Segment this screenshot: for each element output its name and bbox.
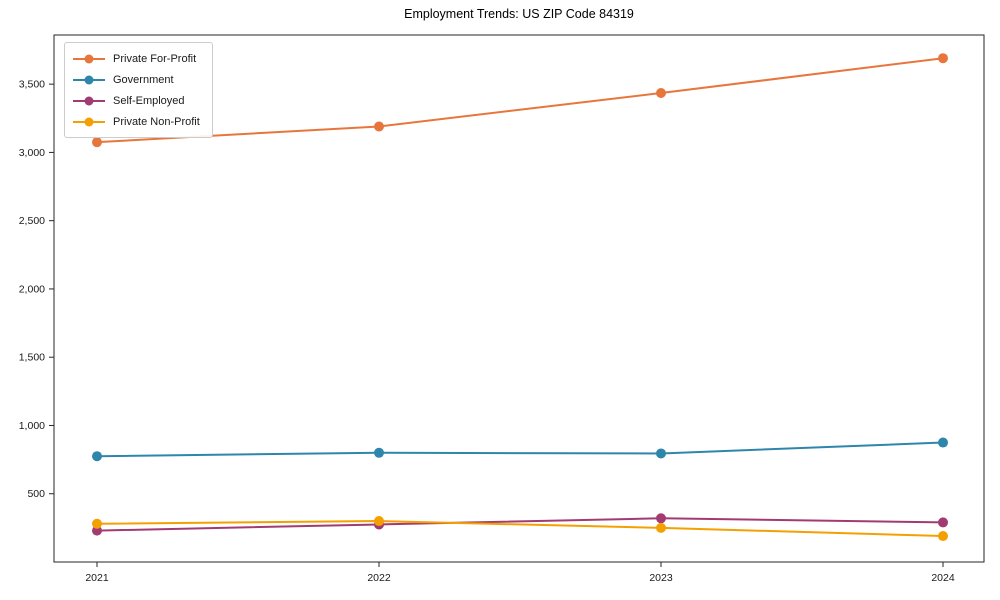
legend-label: Government	[113, 73, 174, 86]
legend-marker-icon	[73, 54, 105, 63]
y-axis-tick-label: 1,000	[19, 420, 45, 432]
data-point-self-employed-2023	[656, 513, 666, 524]
x-axis-tick-label: 2021	[85, 572, 109, 584]
data-point-private-non-profit-2021	[92, 518, 102, 529]
series-line-government	[96, 441, 944, 458]
plot-frame	[53, 34, 985, 563]
legend-marker-icon	[73, 75, 105, 84]
legend: Private For-Profit Government Self-Employe…	[64, 42, 213, 138]
y-axis-tick-label: 1,500	[19, 352, 45, 364]
data-point-private-non-profit-2023	[656, 522, 666, 533]
data-point-government-2023	[656, 448, 666, 459]
legend-item-government: Government	[72, 69, 200, 90]
data-point-government-2024	[938, 437, 948, 448]
legend-marker-icon	[73, 96, 105, 105]
legend-item-private-non-profit: Private Non-Profit	[72, 111, 200, 132]
data-point-private-for-profit-2022	[374, 121, 384, 132]
y-axis-tick-label: 2,500	[19, 215, 45, 227]
data-point-government-2022	[374, 447, 384, 458]
y-axis-tick-label: 3,500	[19, 79, 45, 91]
legend-label: Private Non-Profit	[113, 115, 200, 128]
x-axis-tick-label: 2024	[931, 572, 955, 584]
chart-title: Employment Trends: US ZIP Code 84319	[404, 7, 634, 21]
data-point-private-for-profit-2024	[938, 53, 948, 64]
series-line-private-for-profit	[96, 57, 944, 144]
x-axis-tick-label: 2023	[649, 572, 673, 584]
data-point-private-non-profit-2024	[938, 531, 948, 542]
x-axis-tick-label: 2022	[367, 572, 391, 584]
legend-item-self-employed: Self-Employed	[72, 90, 200, 111]
legend-label: Private For-Profit	[113, 52, 197, 65]
data-point-government-2021	[92, 451, 102, 462]
data-point-private-for-profit-2021	[92, 137, 102, 148]
series-line-private-non-profit	[96, 520, 944, 538]
series-line-self-employed	[96, 517, 944, 532]
y-axis-tick-label: 3,000	[19, 147, 45, 159]
data-point-private-for-profit-2023	[656, 88, 666, 99]
data-point-private-non-profit-2022	[374, 516, 384, 527]
y-axis-tick-label: 500	[27, 488, 45, 500]
y-axis-tick-label: 2,000	[19, 283, 45, 295]
legend-item-private-for-profit: Private For-Profit	[72, 48, 200, 69]
legend-marker-icon	[73, 117, 105, 126]
legend-label: Self-Employed	[113, 94, 185, 107]
data-point-self-employed-2024	[938, 517, 948, 528]
